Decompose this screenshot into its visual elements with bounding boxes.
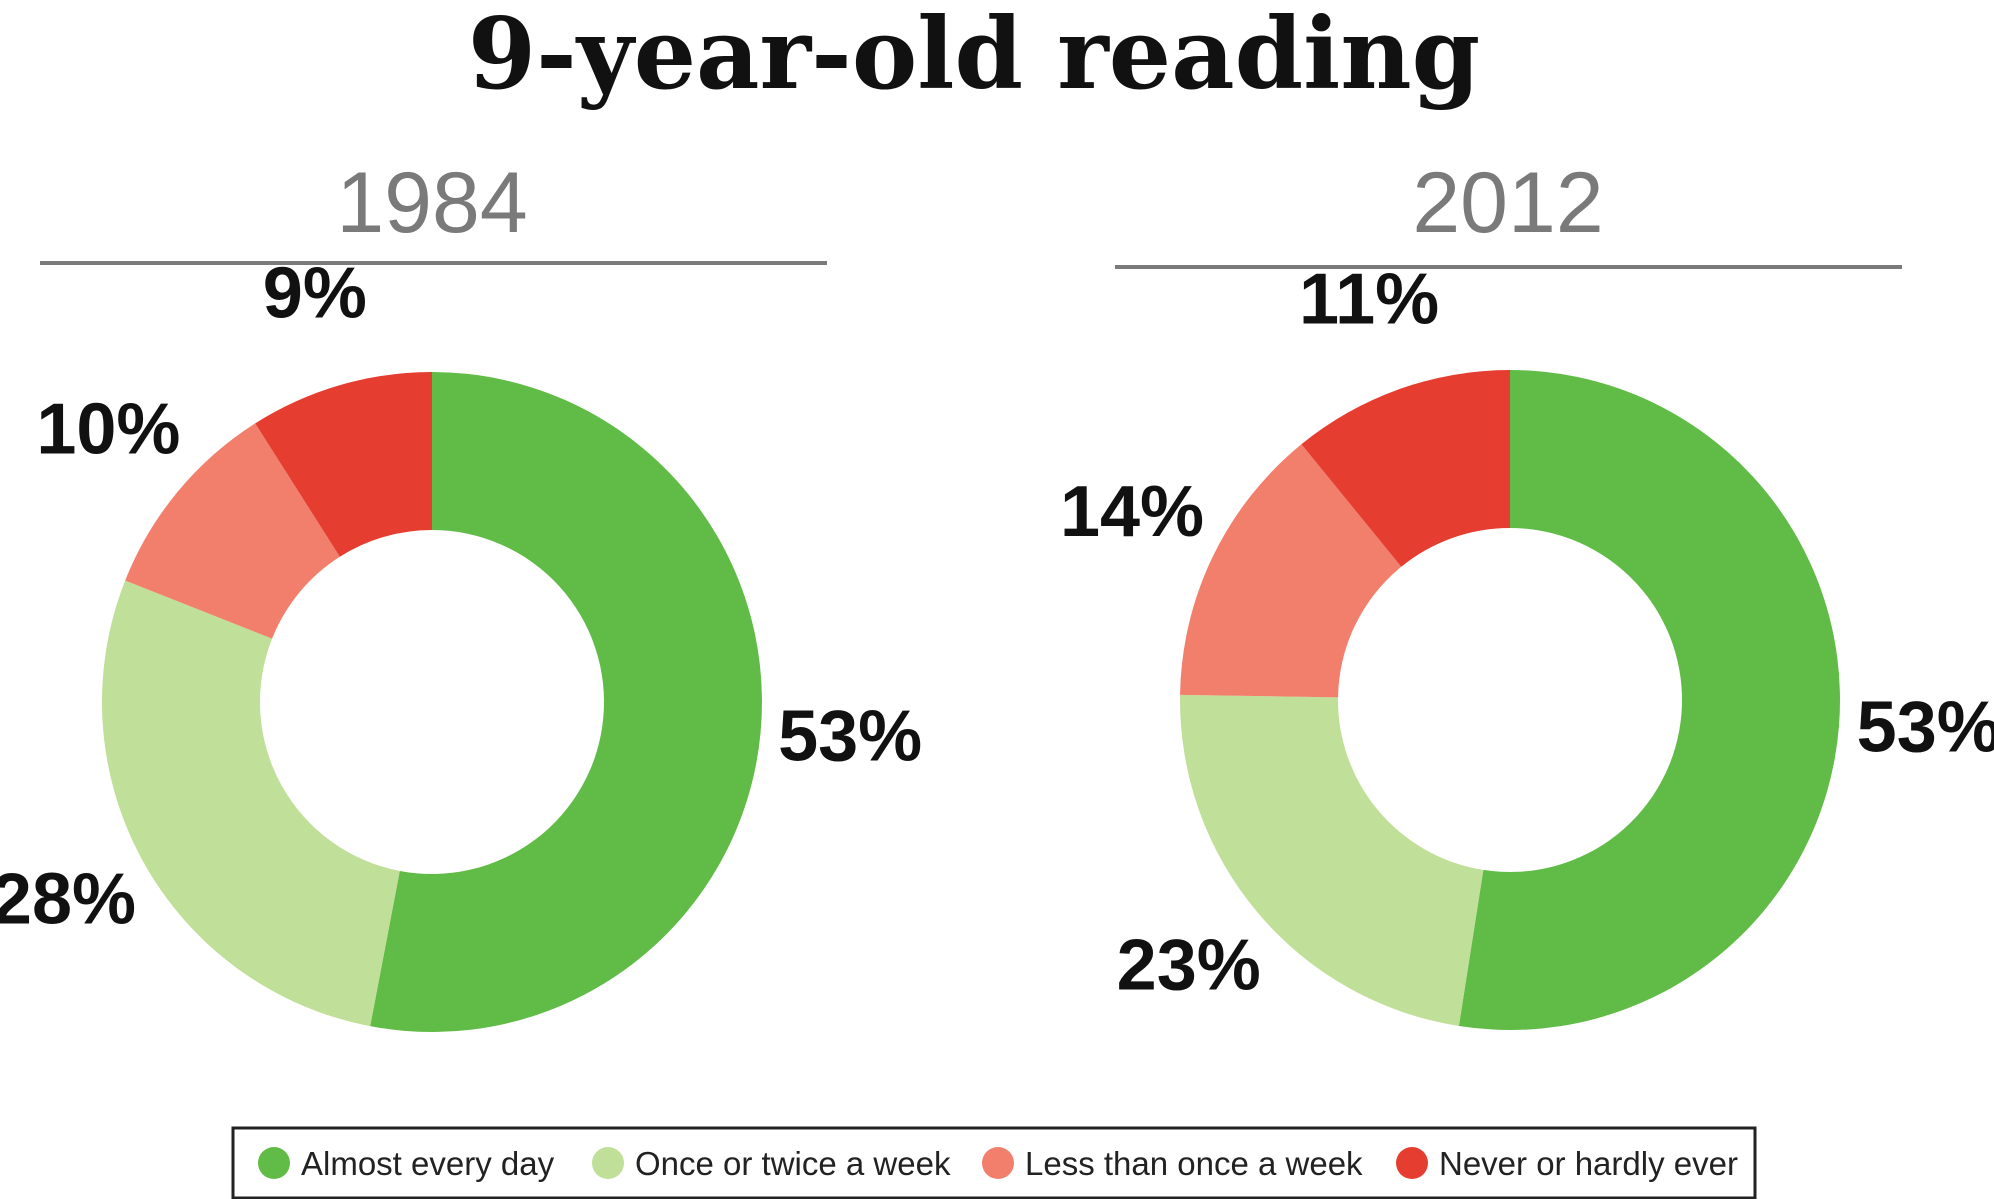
legend-label-less-than-once-a-week: Less than once a week [1025, 1145, 1363, 1182]
donut-slice-2012-less-than-once-a-week [1180, 444, 1402, 698]
legend: Almost every day Once or twice a week Less… [231, 1126, 1757, 1199]
legend-label-almost-every-day: Almost every day [301, 1145, 555, 1182]
donut-slice-1984-less-than-once-a-week [125, 423, 340, 639]
legend-items: Almost every day Once or twice a week Less… [258, 1145, 1738, 1182]
data-label-2012-almost-every-day: 53% [1857, 688, 1994, 768]
legend-label-never-or-hardly-ever: Never or hardly ever [1439, 1145, 1738, 1182]
donut-slice-1984-never-or-hardly-ever [255, 372, 432, 557]
data-label-1984-never-or-hardly-ever: 9% [263, 254, 367, 334]
data-label-2012-less-than-once-a-week: 14% [1060, 472, 1204, 552]
donut-charts: 53% 28% 10% 9% 53% 23% 14% 11% [0, 254, 1994, 1032]
panel-title-2012: 2012 [1412, 155, 1603, 251]
donut-slice-2012-never-or-hardly-ever [1301, 370, 1510, 567]
donut-slice-1984-once-or-twice-a-week [102, 580, 400, 1027]
legend-box [231, 1126, 1757, 1199]
data-label-2012-once-or-twice-a-week: 23% [1117, 926, 1261, 1006]
donut-slice-2012-once-or-twice-a-week [1180, 694, 1484, 1027]
legend-label-once-or-twice-a-week: Once or twice a week [635, 1145, 951, 1182]
legend-swatch-once-or-twice-a-week [592, 1147, 624, 1179]
chart-title: 9-year-old reading [468, 0, 1480, 112]
data-label-1984-once-or-twice-a-week: 28% [0, 859, 136, 939]
data-label-2012-never-or-hardly-ever: 11% [1299, 259, 1439, 339]
panel-title-1984: 1984 [336, 155, 527, 251]
donut-slice-2012-almost-every-day [1458, 370, 1840, 1030]
legend-swatch-less-than-once-a-week [982, 1147, 1014, 1179]
legend-swatch-never-or-hardly-ever [1396, 1147, 1428, 1179]
data-label-1984-less-than-once-a-week: 10% [36, 389, 180, 469]
legend-swatch-almost-every-day [258, 1147, 290, 1179]
donut-slice-1984-almost-every-day [370, 372, 763, 1032]
data-label-1984-almost-every-day: 53% [778, 697, 922, 777]
